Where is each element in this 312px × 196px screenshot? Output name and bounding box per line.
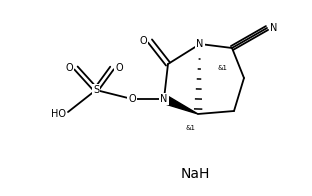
Text: O: O [128,94,136,104]
Text: &1: &1 [185,125,195,131]
Text: O: O [115,63,123,73]
Text: NaH: NaH [180,167,210,181]
Text: O: O [66,63,73,73]
Text: HO: HO [51,109,66,119]
Text: N: N [160,94,168,104]
Text: N: N [196,39,204,49]
Text: S: S [93,85,99,95]
Text: &1: &1 [218,65,228,71]
Text: O: O [139,36,147,46]
Polygon shape [162,95,198,114]
Text: N: N [270,23,277,33]
